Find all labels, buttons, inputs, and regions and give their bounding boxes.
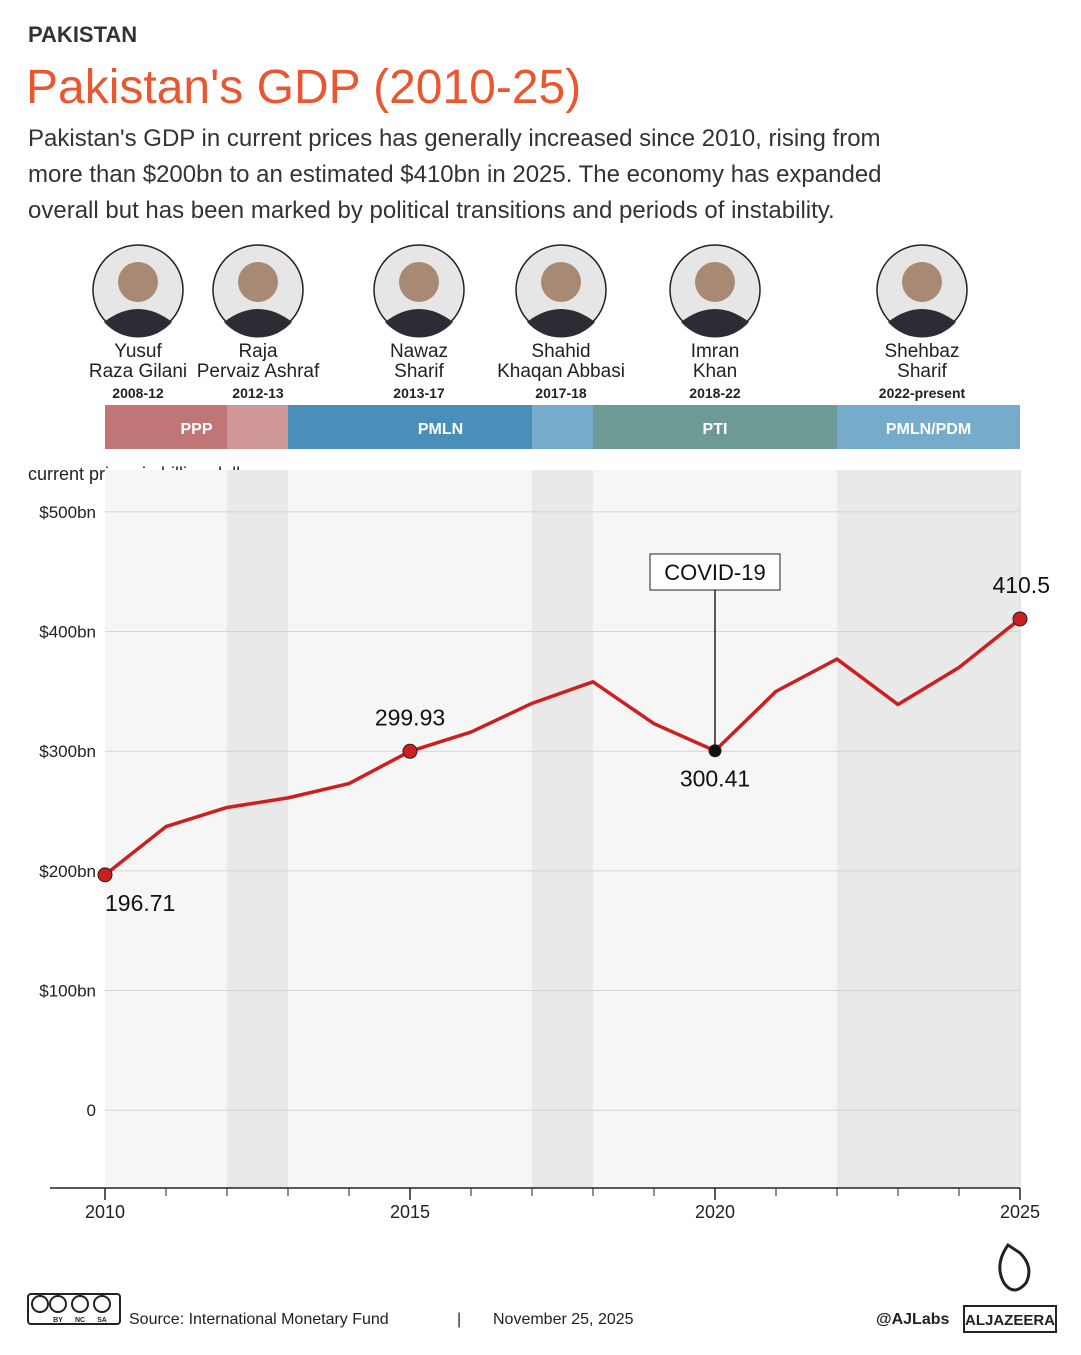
party-band (593, 405, 837, 449)
leader-name: Nawaz (390, 341, 448, 362)
portrait-body (385, 309, 453, 338)
leader-years: 2012-13 (232, 385, 284, 401)
party-label: PTI (703, 421, 728, 438)
y-tick-label: 0 (87, 1101, 96, 1120)
license-text: BY (53, 1317, 63, 1324)
tenure-shade (837, 470, 1020, 1188)
y-tick-label: $400bn (39, 623, 96, 642)
license-icon (93, 1295, 111, 1313)
leader-years: 2017-18 (535, 385, 587, 401)
value-label: 196.71 (105, 890, 175, 916)
y-tick-label: $100bn (39, 982, 96, 1001)
value-label: 410.5 (992, 572, 1050, 598)
subtitle: overall but has been marked by political… (28, 197, 835, 224)
annotation-box (649, 553, 781, 591)
leader-name: Shehbaz (884, 341, 959, 362)
x-tick-label: 2020 (695, 1202, 735, 1222)
leader-name: Khan (693, 361, 737, 382)
y-tick-label: $500bn (39, 503, 96, 522)
y-tick-label: $200bn (39, 862, 96, 881)
leader-years: 2022-present (879, 385, 966, 401)
leader-name: Pervaiz Ashraf (197, 361, 320, 382)
license-icon (31, 1295, 49, 1313)
tenure-shade (532, 405, 593, 449)
subtitle: more than $200bn to an estimated $410bn … (28, 161, 882, 188)
license-icon (71, 1295, 89, 1313)
subtitle: Pakistan's GDP in current prices has gen… (28, 125, 881, 152)
data-point (402, 743, 418, 759)
portrait-head (399, 262, 439, 302)
date: November 25, 2025 (493, 1311, 634, 1328)
portrait-body (888, 309, 956, 338)
brand: ALJAZEERA (965, 1312, 1055, 1329)
data-point (708, 744, 722, 758)
leader-name: Khaqan Abbasi (497, 361, 625, 382)
party-band (105, 405, 288, 449)
leader-name: Raja (238, 341, 278, 362)
value-label: 299.93 (375, 704, 445, 730)
license-icon (49, 1295, 67, 1313)
gdp-line (103, 617, 1022, 877)
portrait-head (902, 262, 942, 302)
brand-logo (998, 1242, 1031, 1292)
separator: | (457, 1311, 461, 1328)
chart-title: Pakistan's GDP (2010-25) (26, 61, 581, 114)
portrait-head (118, 262, 158, 302)
source: Source: International Monetary Fund (129, 1311, 389, 1328)
party-label: PMLN (418, 421, 463, 438)
data-point (97, 867, 113, 883)
portrait-body (104, 309, 172, 338)
portrait-body (681, 309, 749, 338)
portrait-head (541, 262, 581, 302)
data-point (1012, 611, 1028, 627)
party-band (837, 405, 1020, 449)
tenure-shade (837, 405, 1020, 449)
leader-name: Raza Gilani (89, 361, 187, 382)
leader-years: 2008-12 (112, 385, 164, 401)
portrait-body (224, 309, 292, 338)
portrait-head (238, 262, 278, 302)
party-label: PMLN/PDM (886, 421, 971, 438)
leader-years: 2018-22 (689, 385, 741, 401)
leader-name: Sharif (897, 361, 947, 382)
x-tick-label: 2025 (1000, 1202, 1040, 1222)
annotation-text: COVID-19 (664, 560, 765, 585)
leader-name: Yusuf (114, 341, 162, 362)
license-text: SA (97, 1317, 107, 1324)
tenure-shade (532, 470, 593, 1188)
leader-name: Imran (691, 341, 740, 362)
kicker: PAKISTAN (28, 22, 137, 47)
x-tick-label: 2010 (85, 1202, 125, 1222)
leader-name: Shahid (531, 341, 590, 362)
y-tick-label: $300bn (39, 742, 96, 761)
tenure-shade (227, 405, 288, 449)
handle: @AJLabs (876, 1311, 950, 1328)
leader-name: Sharif (394, 361, 444, 382)
party-band (288, 405, 593, 449)
license-text: NC (75, 1317, 85, 1324)
portrait-body (527, 309, 595, 338)
brand-box (963, 1305, 1057, 1333)
x-tick-label: 2015 (390, 1202, 430, 1222)
value-label: 300.41 (680, 766, 750, 792)
tenure-shade (227, 470, 288, 1188)
party-label: PPP (180, 421, 212, 438)
leader-years: 2013-17 (393, 385, 445, 401)
portrait-head (695, 262, 735, 302)
